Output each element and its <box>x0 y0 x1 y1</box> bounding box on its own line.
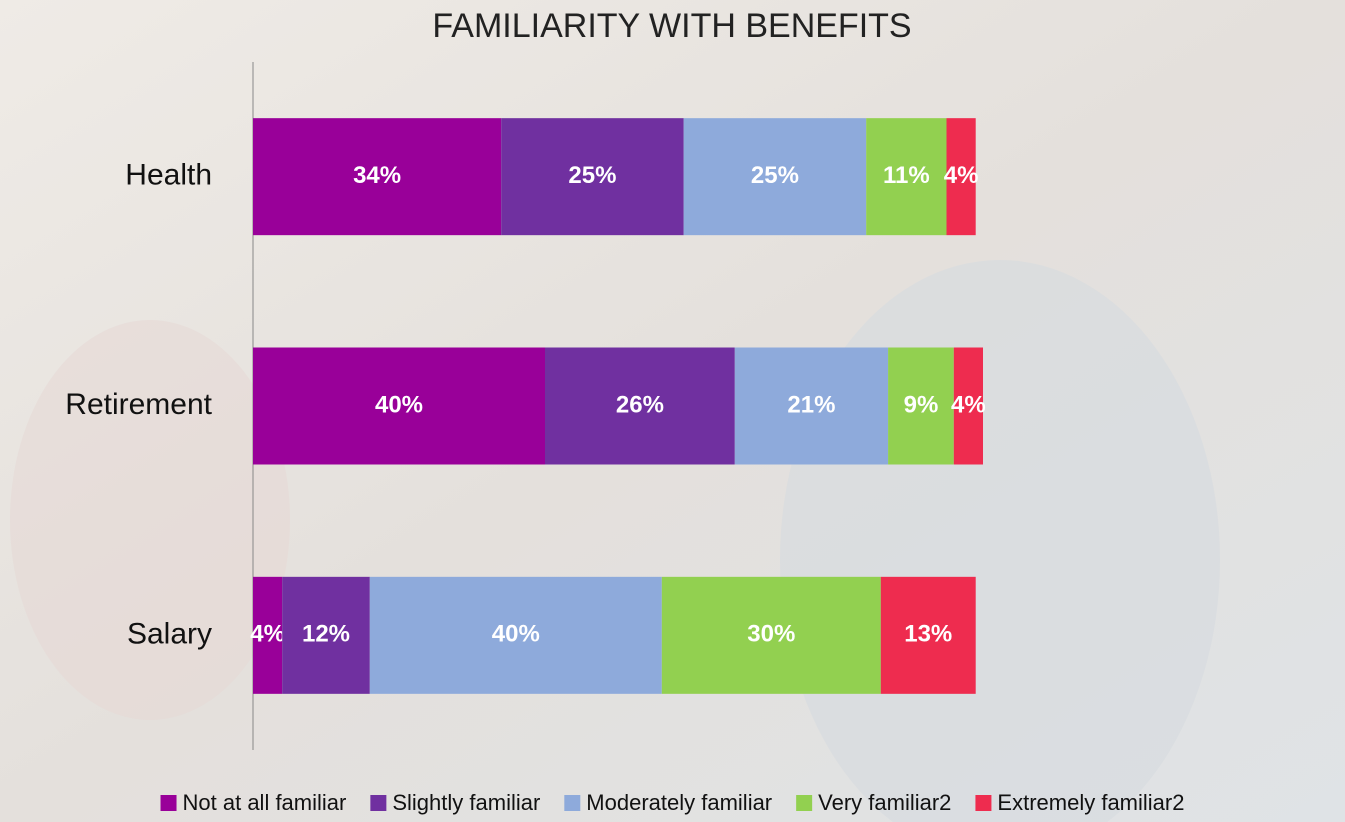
legend-label: Not at all familiar <box>183 790 347 815</box>
value-label: 25% <box>751 162 799 189</box>
page: FAMILIARITY WITH BENEFITS Health 34% 25% 25… <box>0 0 1345 822</box>
value-label: 34% <box>353 162 401 189</box>
value-label: 9% <box>904 391 939 418</box>
chart: FAMILIARITY WITH BENEFITS Health 34% 25% 25… <box>0 0 1345 822</box>
legend-swatch <box>370 795 386 811</box>
legend-label: Very familiar2 <box>818 790 951 815</box>
value-label: 21% <box>787 391 835 418</box>
legend-swatch <box>975 795 991 811</box>
value-label: 11% <box>883 162 930 189</box>
value-label: 4% <box>250 621 285 648</box>
value-label: 4% <box>944 162 979 189</box>
value-label: 26% <box>616 391 664 418</box>
category-label: Retirement <box>65 388 212 421</box>
value-label: 13% <box>904 621 952 648</box>
value-label: 25% <box>568 162 616 189</box>
value-label: 30% <box>747 621 795 648</box>
value-label: 40% <box>492 621 540 648</box>
legend-swatch <box>161 795 177 811</box>
category-label: Health <box>125 159 212 192</box>
legend-label: Extremely familiar2 <box>997 790 1184 815</box>
value-label: 4% <box>951 391 986 418</box>
legend-swatch <box>796 795 812 811</box>
background-blur <box>10 320 290 720</box>
chart-title: FAMILIARITY WITH BENEFITS <box>432 7 911 45</box>
value-label: 40% <box>375 391 423 418</box>
legend-label: Moderately familiar <box>586 790 772 815</box>
legend-swatch <box>564 795 580 811</box>
legend-label: Slightly familiar <box>392 790 540 815</box>
category-label: Salary <box>127 617 212 650</box>
value-label: 12% <box>302 621 350 648</box>
